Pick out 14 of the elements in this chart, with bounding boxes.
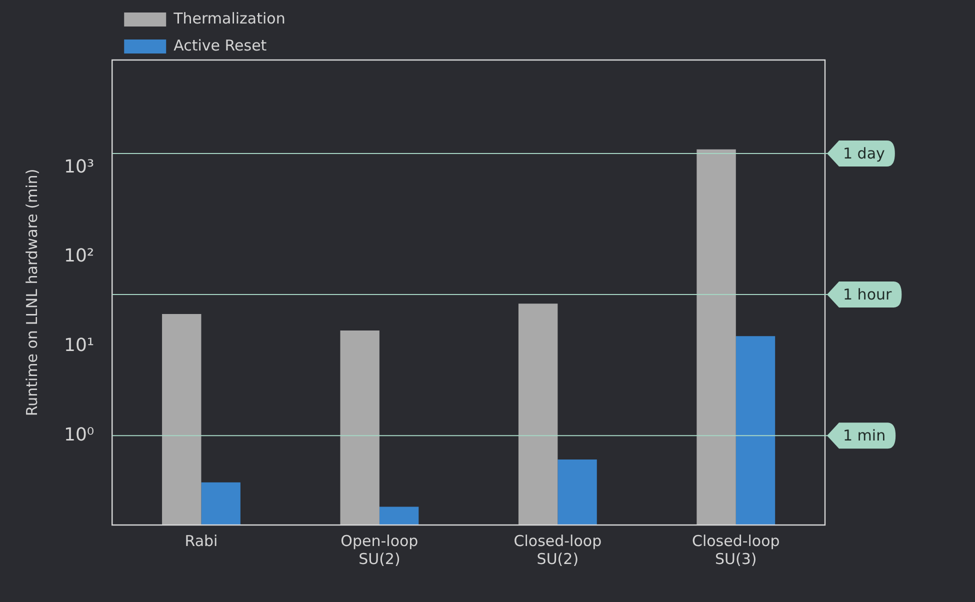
legend-label: Thermalization bbox=[172, 9, 286, 28]
x-tick-label: Rabi bbox=[184, 532, 218, 550]
y-tick-label: 10¹ bbox=[64, 334, 94, 356]
x-tick-label: Open-loop SU(2) bbox=[340, 532, 418, 568]
y-tick-label: 10⁰ bbox=[64, 424, 94, 446]
x-tick-label: Closed-loop SU(2) bbox=[514, 532, 602, 568]
y-tick-label: 10³ bbox=[64, 156, 94, 178]
y-tick-label: 10² bbox=[64, 246, 94, 267]
ref-line-label: 1 day bbox=[843, 144, 886, 162]
ref-line-label: 1 min bbox=[843, 426, 886, 445]
ref-line-label: 1 hour bbox=[843, 285, 892, 304]
y-axis-title: Runtime on LLNL hardware (min) bbox=[22, 168, 41, 416]
x-tick-label: Closed-loop SU(3) bbox=[692, 532, 780, 568]
legend-label: Active Reset bbox=[174, 36, 267, 54]
